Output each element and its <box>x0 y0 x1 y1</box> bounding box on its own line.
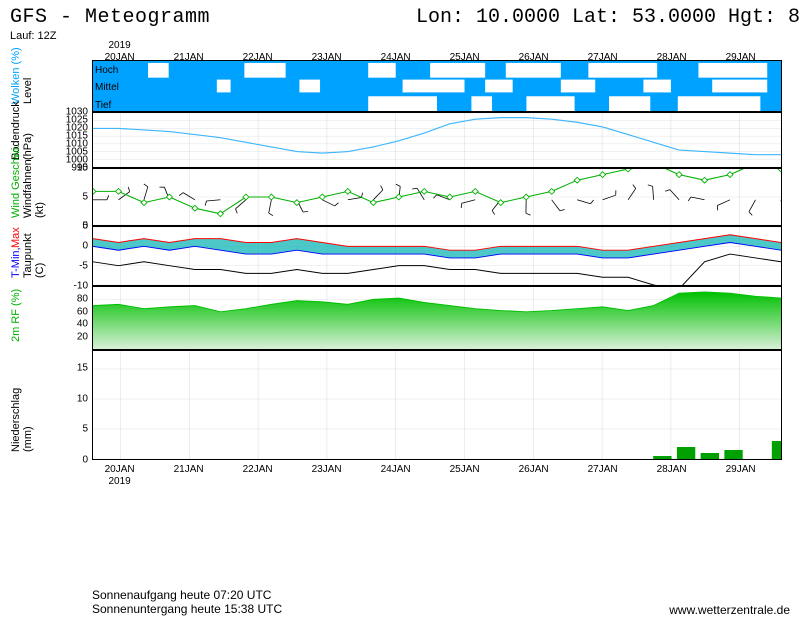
ytick: 60 <box>77 306 88 317</box>
panel-pressure <box>92 112 782 168</box>
xtick-bottom: 21JAN <box>174 464 204 475</box>
ytick: 5 <box>82 424 88 435</box>
xtick-bottom: 24JAN <box>381 464 411 475</box>
ytick: -5 <box>79 261 88 272</box>
ylabel: Taupunkt <box>22 233 34 278</box>
panel-precipitation <box>92 350 782 460</box>
source-link: www.wetterzentrale.de <box>669 603 790 617</box>
footer-sunset: Sonnenuntergang heute 15:38 UTC <box>92 602 282 616</box>
ytick: 20 <box>77 332 88 343</box>
ytick: 5 <box>82 192 88 203</box>
ylabel: (mm) <box>22 426 34 452</box>
ytick: 0 <box>82 455 88 466</box>
panel-humidity <box>92 286 782 350</box>
xtick-bottom: 20JAN <box>105 464 135 475</box>
cloud-level-label: Mittel <box>95 82 119 93</box>
title-right: Lon: 10.0000 Lat: 53.0000 Hgt: 8 <box>416 6 800 29</box>
cloud-level-label: Tief <box>95 100 111 111</box>
ylabel: Niederschlag <box>10 388 22 452</box>
xtick-bottom: 29JAN <box>726 464 756 475</box>
title-left: GFS - Meteogramm <box>10 6 210 29</box>
ytick: 15 <box>77 363 88 374</box>
ylabel: T-Min, <box>10 247 22 278</box>
xtick-bottom: 26JAN <box>519 464 549 475</box>
xaxis-year-bottom: 2019 <box>108 476 130 487</box>
xtick-bottom: 23JAN <box>312 464 342 475</box>
ylabel: Level <box>22 78 34 104</box>
ytick: 0 <box>82 241 88 252</box>
xtick-bottom: 25JAN <box>450 464 480 475</box>
panel-wind <box>92 168 782 226</box>
ytick: 10 <box>77 163 88 174</box>
xtick-bottom: 28JAN <box>657 464 687 475</box>
ylabel: Windfahnen <box>22 159 34 218</box>
ylabel: Max <box>10 227 22 248</box>
xtick-bottom: 27JAN <box>588 464 618 475</box>
ylabel: (C) <box>34 263 46 278</box>
ylabel: Wolken (%) <box>10 47 22 104</box>
ylabel: 2m RF (%) <box>10 289 22 342</box>
cloud-level-label: Hoch <box>95 65 118 76</box>
run-label: Lauf: 12Z <box>10 30 56 42</box>
ytick: 5 <box>82 221 88 232</box>
ylabel: (kt) <box>34 202 46 218</box>
ytick: 10 <box>77 393 88 404</box>
panel-clouds: Hoch Mittel Tief <box>92 60 782 112</box>
xaxis-year: 2019 <box>108 40 130 51</box>
ytick: 40 <box>77 319 88 330</box>
panel-temperature <box>92 226 782 286</box>
xtick-bottom: 22JAN <box>243 464 273 475</box>
ylabel: (hPa) <box>22 133 34 160</box>
ytick: 80 <box>77 293 88 304</box>
footer-sunrise: Sonnenaufgang heute 07:20 UTC <box>92 588 271 602</box>
ylabel: Wind Geschwi. <box>10 145 22 218</box>
ytick: 1030 <box>66 107 88 118</box>
